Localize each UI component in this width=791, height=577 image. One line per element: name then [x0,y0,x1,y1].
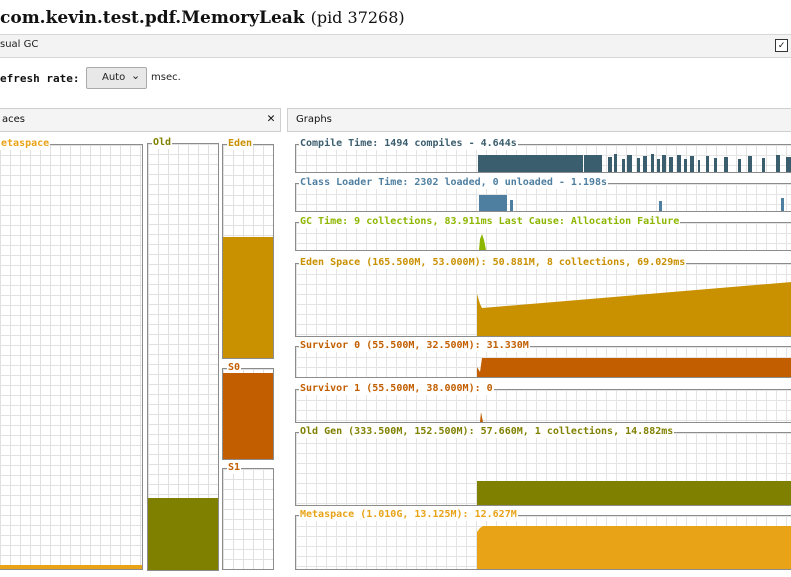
spaces-panel-title: aces [2,114,25,125]
gc-time-graph: GC Time: 9 collections, 83.911ms Last Ca… [295,216,791,251]
checkmark-icon: ✓ [778,40,785,51]
survivor-0-graph: Survivor 0 (55.500M, 32.500M): 31.330M [295,340,791,378]
pid-label: (pid 37268) [310,8,405,27]
chevron-down-icon: ⌄ [131,69,141,82]
visual-gc-tab-bar: sual GC ✓ [0,34,791,58]
s1-label: S1 [227,462,242,474]
s1-space: S1 [222,462,274,570]
survivor-0-label: Survivor 0 (55.500M, 32.500M): 31.330M [299,340,530,352]
old-gen-label: Old Gen (333.500M, 152.500M): 57.660M, 1… [299,426,675,438]
class-loader-graph: Class Loader Time: 2302 loaded, 0 unload… [295,177,791,212]
old-gen-plot [477,481,791,505]
metaspace-plot [477,526,791,569]
old-label: Old [152,137,173,149]
old-fill [148,498,218,570]
close-icon[interactable]: ✕ [267,111,275,126]
compile-time-plot [478,154,791,172]
eden-label: Eden [227,138,254,150]
s0-space: S0 [222,362,274,460]
eden-space: Eden [222,138,274,359]
metaspace-label: etaspace [0,138,51,150]
gc-time-plot [479,234,486,250]
survivor-0-plot [477,358,791,377]
survivor-1-graph: Survivor 1 (55.500M, 38.000M): 0 [295,383,791,423]
refresh-rate-select[interactable]: Auto ⌄ [86,67,147,89]
eden-fill [223,237,273,358]
metaspace-space: etaspace [0,138,143,570]
eden-space-graph: Eden Space (165.500M, 53.000M): 50.881M,… [295,257,791,337]
old-space: Old [147,137,219,571]
tab-visual-gc[interactable]: sual GC [0,39,39,50]
spaces-panel-header: aces ✕ [0,108,281,132]
metaspace-graph-label: Metaspace (1.010G, 13.125M): 12.627M [299,509,518,521]
refresh-rate-value: Auto [102,72,126,83]
visual-gc-checkbox[interactable]: ✓ [775,39,788,52]
survivor-1-plot [480,412,483,422]
refresh-unit-label: msec. [151,72,181,83]
eden-space-label: Eden Space (165.500M, 53.000M): 50.881M,… [299,257,687,269]
app-name: com.kevin.test.pdf.MemoryLeak [0,8,305,28]
compile-time-label: Compile Time: 1494 compiles - 4.644s [299,138,518,150]
class-loader-label: Class Loader Time: 2302 loaded, 0 unload… [299,177,609,189]
window-title: com.kevin.test.pdf.MemoryLeak (pid 37268) [0,8,405,34]
metaspace-fill [0,565,142,569]
metaspace-graph: Metaspace (1.010G, 13.125M): 12.627M [295,509,791,570]
eden-space-plot [477,282,791,336]
old-gen-graph: Old Gen (333.500M, 152.500M): 57.660M, 1… [295,426,791,506]
graphs-panel-title: Graphs [296,114,332,125]
compile-time-graph: Compile Time: 1494 compiles - 4.644s [295,138,791,173]
survivor-1-label: Survivor 1 (55.500M, 38.000M): 0 [299,383,494,395]
s0-label: S0 [227,362,242,374]
gc-time-label: GC Time: 9 collections, 83.911ms Last Ca… [299,216,681,228]
refresh-rate-label: efresh rate: [0,72,80,85]
class-loader-plot [479,195,784,211]
s0-fill [223,373,273,459]
graphs-panel-header: Graphs [287,108,791,132]
